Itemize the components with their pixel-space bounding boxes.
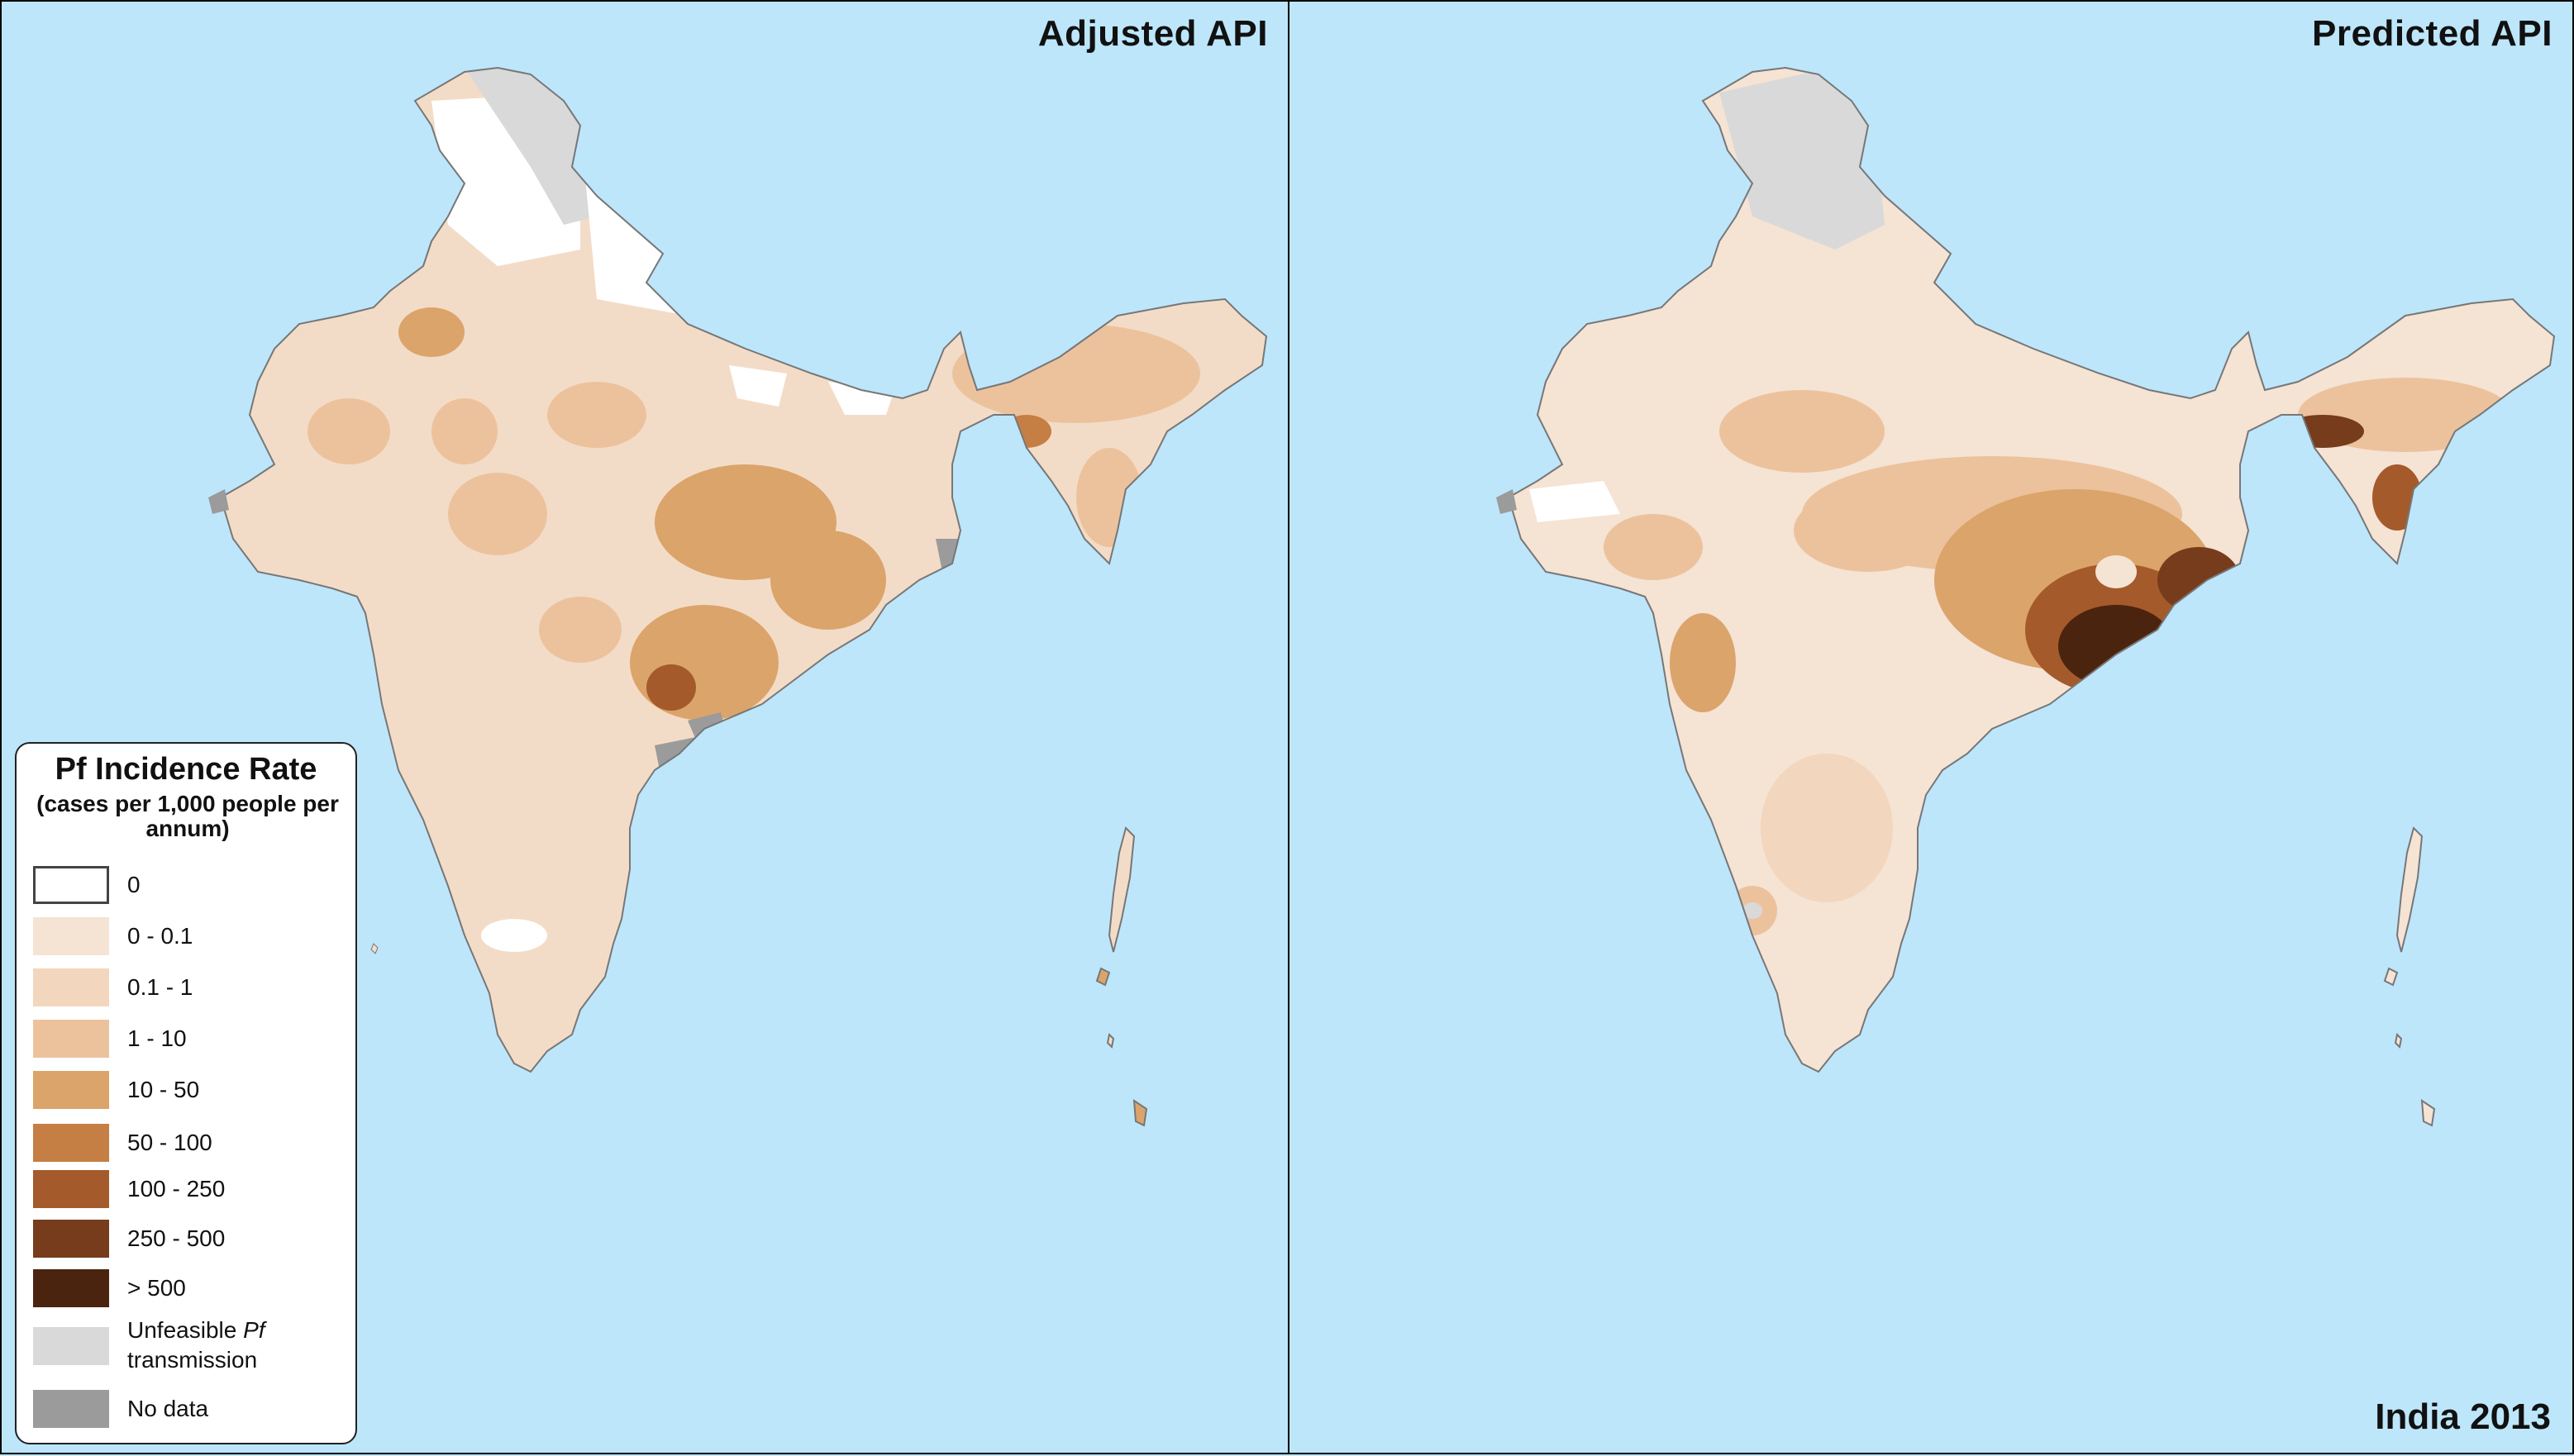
map-panel-predicted-api: Predicted API India 2013 bbox=[1288, 0, 2574, 1454]
india-map-adjusted bbox=[208, 67, 1267, 1127]
legend-label: > 500 bbox=[127, 1275, 186, 1301]
legend-item: 10 - 50 bbox=[33, 1071, 347, 1109]
legend-label-unfeasible: Unfeasible Pf transmission bbox=[127, 1316, 265, 1375]
india-map-predicted bbox=[1496, 67, 2555, 1127]
legend-item: > 500 bbox=[33, 1269, 347, 1307]
legend-swatch bbox=[33, 1124, 109, 1162]
legend-swatch bbox=[33, 968, 109, 1006]
legend-swatch bbox=[33, 866, 109, 904]
legend-item-no-data: No data bbox=[33, 1390, 347, 1428]
legend-label: 0 bbox=[127, 872, 141, 897]
legend-swatch bbox=[33, 1390, 109, 1428]
legend-item: 1 - 10 bbox=[33, 1020, 347, 1058]
legend-subtitle: (cases per 1,000 people per annum) bbox=[36, 791, 339, 841]
legend-label: No data bbox=[127, 1396, 209, 1421]
legend-label: 10 - 50 bbox=[127, 1077, 200, 1102]
panel-title-predicted: Predicted API bbox=[2312, 13, 2553, 54]
legend-label: 0.1 - 1 bbox=[127, 974, 193, 1000]
map-footer-label: India 2013 bbox=[2375, 1397, 2551, 1437]
legend-swatch bbox=[33, 1269, 109, 1307]
legend-label: 250 - 500 bbox=[127, 1225, 226, 1251]
legend-swatch bbox=[33, 1071, 109, 1109]
legend-swatch bbox=[33, 1327, 109, 1365]
legend-label-pf: Pf bbox=[243, 1317, 265, 1343]
legend-item-zero: 0 bbox=[33, 866, 347, 904]
legend-label-part: Unfeasible bbox=[127, 1317, 237, 1343]
legend-swatch bbox=[33, 1220, 109, 1258]
legend-label-part: transmission bbox=[127, 1347, 258, 1373]
legend-swatch bbox=[33, 1170, 109, 1208]
panel-title-adjusted: Adjusted API bbox=[1037, 13, 1268, 54]
legend-item: 0 - 0.1 bbox=[33, 917, 347, 955]
legend-item: 250 - 500 bbox=[33, 1220, 347, 1258]
legend-label: 1 - 10 bbox=[127, 1025, 187, 1051]
legend: Pf Incidence Rate (cases per 1,000 peopl… bbox=[15, 742, 357, 1444]
legend-item-unfeasible: Unfeasible Pf transmission bbox=[33, 1317, 347, 1373]
legend-label: 50 - 100 bbox=[127, 1130, 212, 1155]
legend-title: Pf Incidence Rate bbox=[55, 752, 317, 787]
legend-label: 0 - 0.1 bbox=[127, 923, 193, 949]
legend-item: 100 - 250 bbox=[33, 1170, 347, 1208]
legend-swatch bbox=[33, 1020, 109, 1058]
legend-item: 0.1 - 1 bbox=[33, 968, 347, 1006]
map-panel-adjusted-api: Adjusted API Pf Incidence Rate (cases pe… bbox=[0, 0, 1289, 1454]
legend-swatch bbox=[33, 917, 109, 955]
legend-item: 50 - 100 bbox=[33, 1124, 347, 1162]
legend-label: 100 - 250 bbox=[127, 1176, 226, 1201]
